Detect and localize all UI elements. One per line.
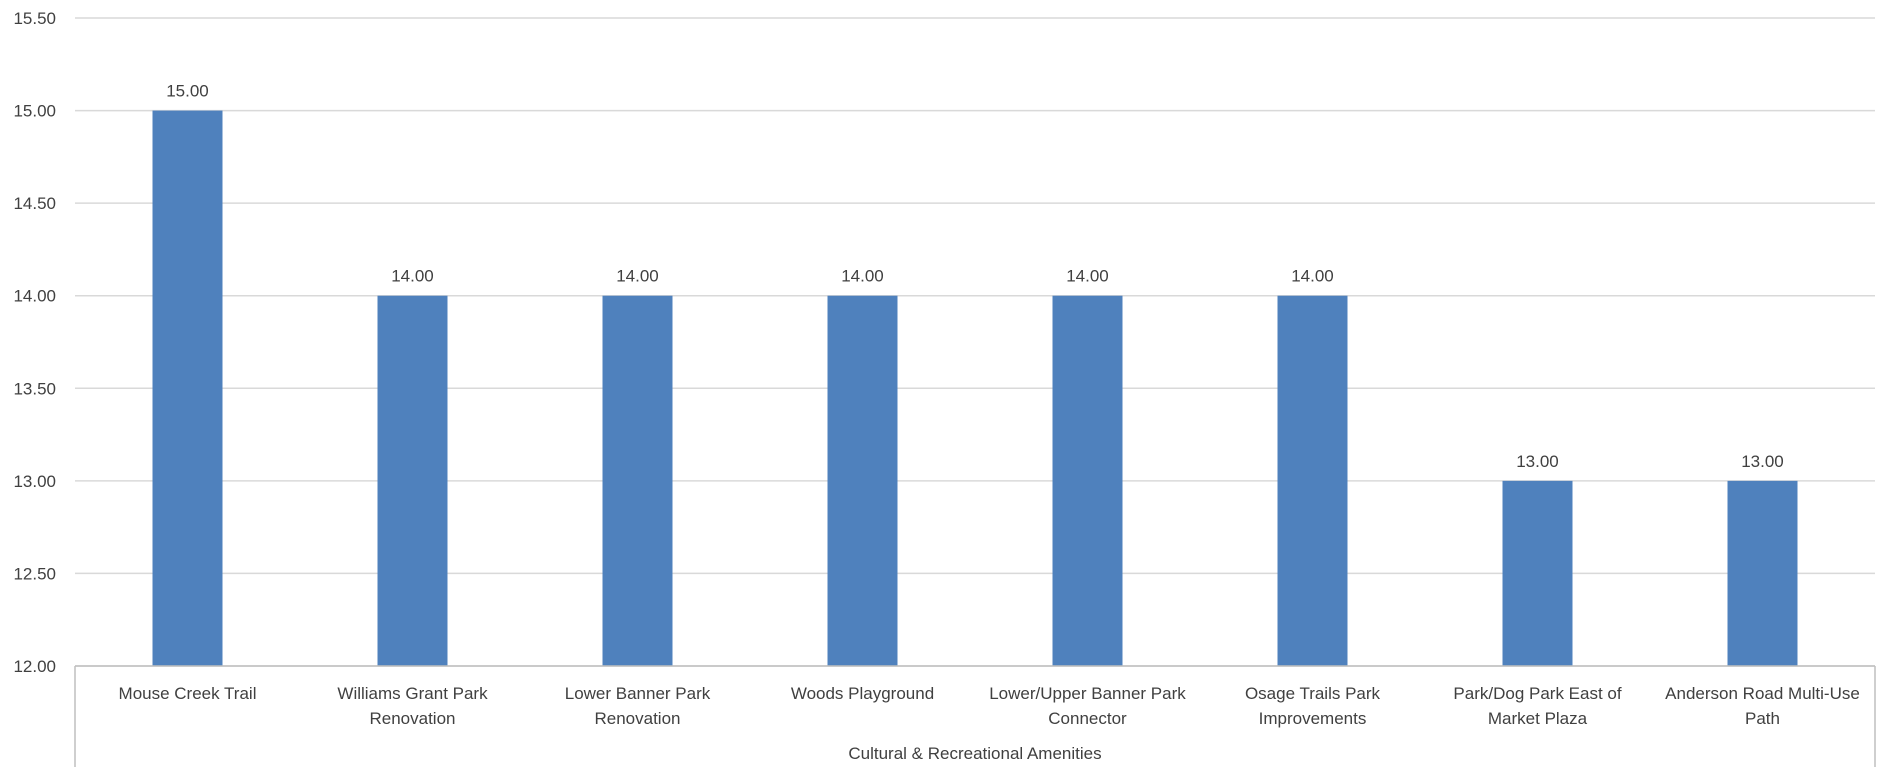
x-category-label: Woods Playground: [791, 684, 934, 703]
x-axis: [74, 665, 1876, 767]
y-tick-label: 15.50: [13, 9, 56, 28]
x-category-label: Lower Banner Park Renovation: [565, 684, 711, 728]
data-label: 14.00: [1066, 267, 1109, 286]
data-label: 14.00: [391, 267, 434, 286]
bar: [1727, 480, 1798, 666]
gridlines: [75, 17, 1875, 667]
y-tick-label: 12.00: [13, 657, 56, 676]
data-label: 13.00: [1741, 452, 1784, 471]
data-label: 14.00: [1291, 267, 1334, 286]
x-category-label: Anderson Road Multi-Use Path: [1665, 684, 1860, 728]
x-category-label: Park/Dog Park East of Market Plaza: [1453, 684, 1621, 728]
bar: [1052, 295, 1123, 666]
data-label: 15.00: [166, 82, 209, 101]
data-label: 14.00: [616, 267, 659, 286]
category-labels: Mouse Creek Trail Williams Grant Park Reno…: [119, 684, 1860, 728]
y-tick-label: 14.50: [13, 194, 56, 213]
bar: [152, 110, 223, 667]
y-tick-label: 14.00: [13, 287, 56, 306]
category-group-label: Cultural & Recreational Amenities: [848, 744, 1101, 763]
bar: [1277, 295, 1348, 666]
data-labels: 15.00 14.00 14.00 14.00 14.00 14.00 13.00 13.00: [166, 82, 1784, 471]
y-tick-label: 15.00: [13, 102, 56, 121]
bars: [152, 110, 1798, 667]
bar: [377, 295, 448, 666]
bar: [827, 295, 898, 666]
y-tick-label: 13.00: [13, 472, 56, 491]
y-tick-label: 13.50: [13, 379, 56, 398]
x-category-label: Osage Trails Park Improvements: [1245, 684, 1381, 728]
x-category-label: Williams Grant Park Renovation: [337, 684, 488, 728]
x-category-label: Lower/Upper Banner Park Connector: [989, 684, 1186, 728]
bar: [1502, 480, 1573, 666]
x-category-label: Mouse Creek Trail: [119, 684, 257, 703]
data-label: 14.00: [841, 267, 884, 286]
data-label: 13.00: [1516, 452, 1559, 471]
bar: [602, 295, 673, 666]
y-axis-ticks: 12.00 12.50 13.00 13.50 14.00 14.50 15.00 15.50: [13, 9, 56, 676]
y-tick-label: 12.50: [13, 564, 56, 583]
